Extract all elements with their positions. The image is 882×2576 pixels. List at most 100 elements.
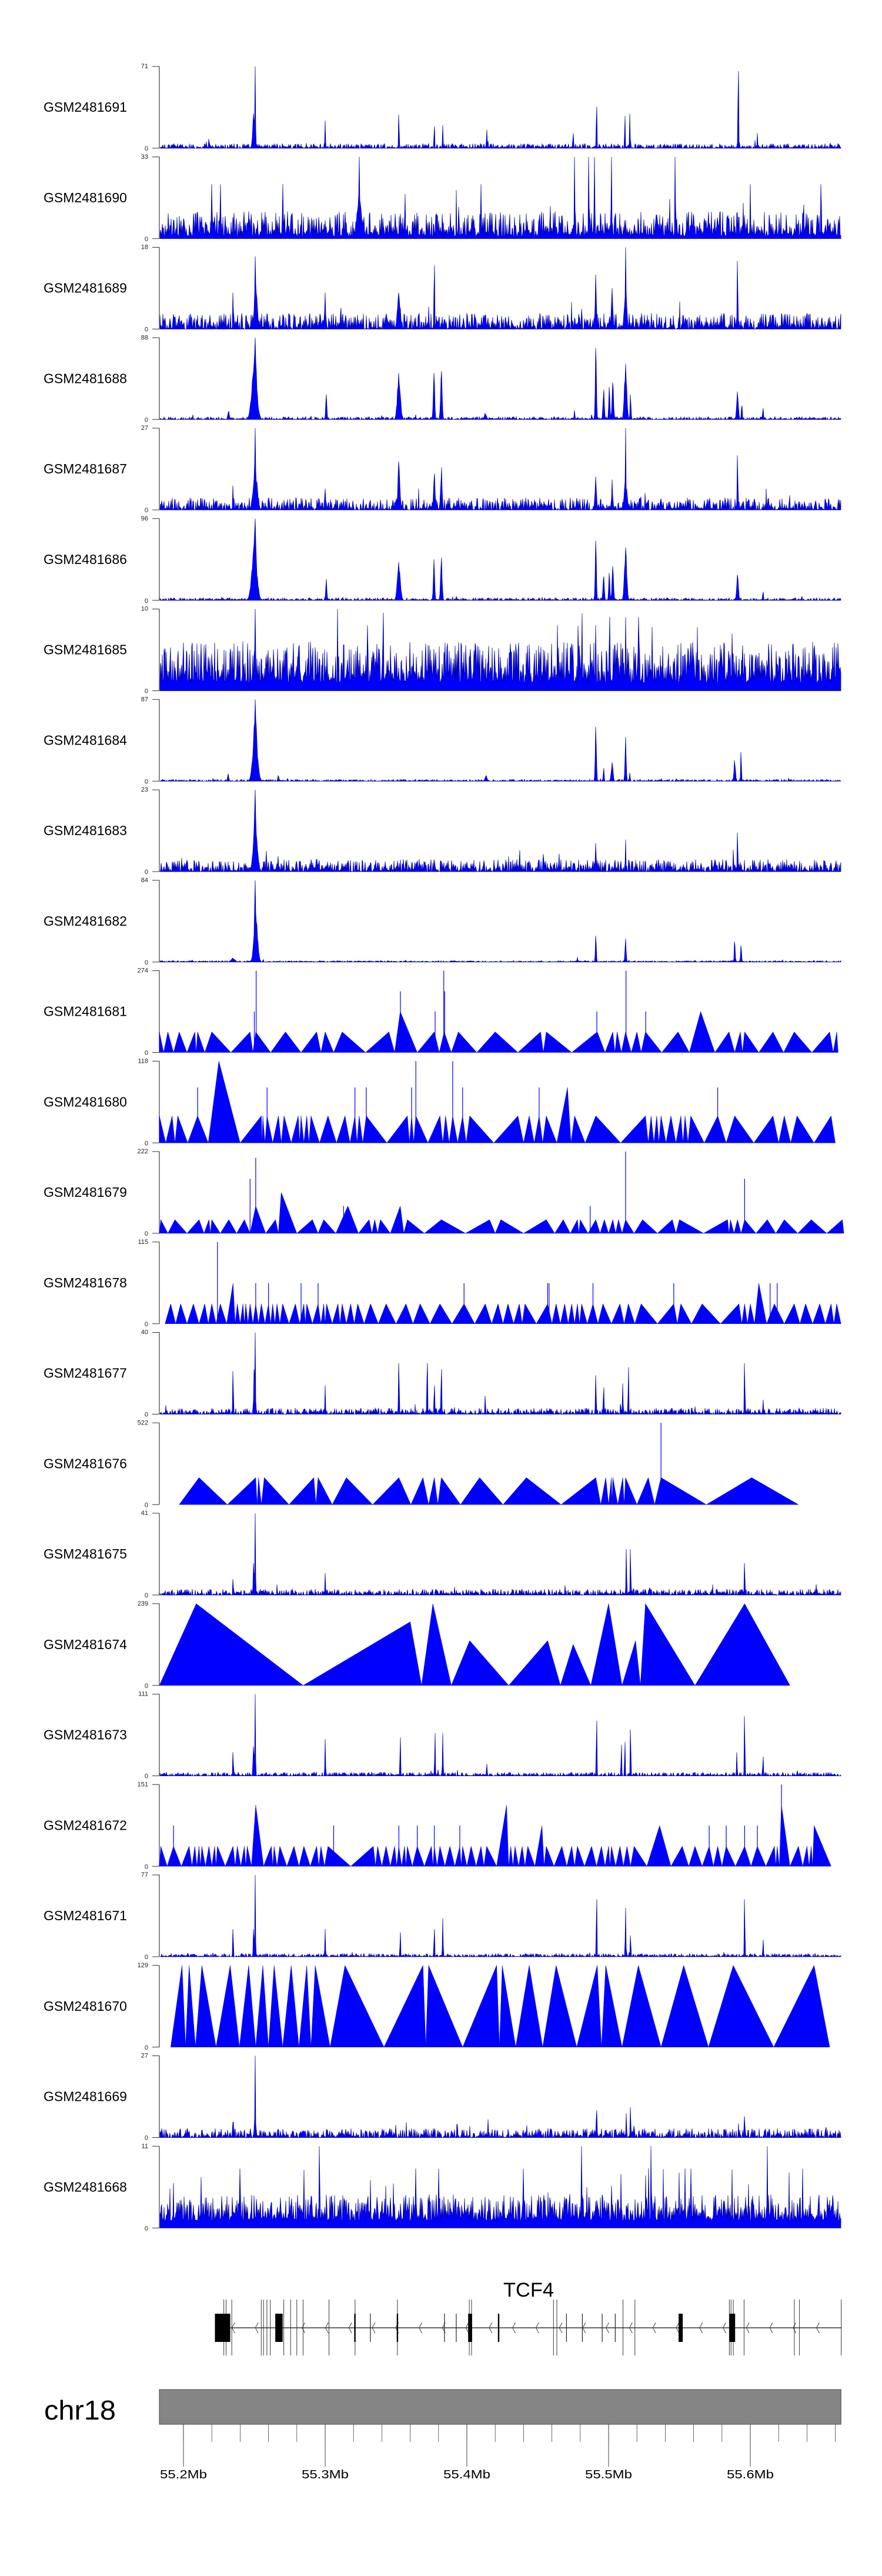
tick-label: 55.4Mb xyxy=(443,2468,490,2481)
y-min-label: 0 xyxy=(145,959,148,966)
exon-block xyxy=(396,2314,399,2342)
coverage-triangles xyxy=(159,1192,844,1234)
track-GSM2481681: GSM2481681 274 0 xyxy=(44,967,838,1057)
signal-area xyxy=(159,428,841,511)
y-max-label: 96 xyxy=(141,515,148,522)
y-min-label: 0 xyxy=(145,778,148,785)
coverage-triangles xyxy=(159,1805,831,1867)
gene-label: TCF4 xyxy=(503,2279,554,2301)
y-max-label: 111 xyxy=(138,1691,148,1698)
y-min-label: 0 xyxy=(145,1230,148,1237)
signal-area xyxy=(159,2056,841,2138)
y-max-label: 11 xyxy=(142,2143,148,2150)
y-max-label: 18 xyxy=(141,244,148,251)
genome-axis: 55.2Mb 55.3Mb 55.4Mb 55.5Mb 55.6Mb xyxy=(160,2424,836,2481)
y-min-label: 0 xyxy=(145,1592,148,1599)
y-max-label: 88 xyxy=(141,334,148,341)
y-max-label: 239 xyxy=(138,1600,148,1607)
strand-chevron-icon xyxy=(559,2322,563,2334)
chromosome-band xyxy=(159,2389,841,2425)
y-min-label: 0 xyxy=(145,1863,148,1870)
signal-area xyxy=(159,247,841,330)
track-label: GSM2481675 xyxy=(44,1546,127,1561)
strand-chevron-icon xyxy=(489,2322,493,2334)
exon-block xyxy=(275,2314,283,2342)
y-min-label: 0 xyxy=(145,1140,148,1147)
track-GSM2481671: GSM2481671 77 0 xyxy=(44,1871,841,1961)
y-max-label: 41 xyxy=(141,1510,148,1517)
y-min-label: 0 xyxy=(145,2135,148,2142)
strand-chevron-icon xyxy=(769,2322,773,2334)
track-label: GSM2481685 xyxy=(44,642,127,658)
track-GSM2481674: GSM2481674 239 0 xyxy=(44,1600,790,1690)
track-GSM2481675: GSM2481675 41 0 xyxy=(44,1510,841,1599)
signal-area xyxy=(159,338,841,421)
y-min-label: 0 xyxy=(145,1321,148,1328)
y-max-label: 129 xyxy=(138,1962,148,1969)
y-min-label: 0 xyxy=(145,1412,148,1419)
coverage-triangles xyxy=(159,1061,836,1144)
track-GSM2481684: GSM2481684 87 0 xyxy=(44,696,841,785)
y-max-label: 87 xyxy=(141,696,148,703)
y-max-label: 33 xyxy=(141,154,148,161)
track-GSM2481678: GSM2481678 115 0 xyxy=(44,1239,841,1328)
track-label: GSM2481670 xyxy=(44,1998,127,2014)
track-GSM2481687: GSM2481687 27 0 xyxy=(44,425,841,514)
strand-chevron-icon xyxy=(512,2322,516,2334)
signal-area xyxy=(159,609,841,691)
track-GSM2481691: GSM2481691 71 0 xyxy=(44,63,841,152)
strand-chevron-icon xyxy=(606,2322,610,2334)
strand-chevron-icon xyxy=(325,2322,329,2334)
exon-block xyxy=(354,2314,356,2342)
y-min-label: 0 xyxy=(145,507,148,514)
signal-area xyxy=(159,156,841,239)
track-label: GSM2481671 xyxy=(44,1908,127,1923)
strand-chevron-icon xyxy=(348,2322,352,2334)
y-max-label: 115 xyxy=(138,1239,148,1246)
signal-area xyxy=(159,789,841,873)
y-max-label: 274 xyxy=(138,967,148,975)
exon-block xyxy=(729,2314,736,2342)
y-max-label: 222 xyxy=(138,1148,148,1155)
y-min-label: 0 xyxy=(145,869,148,876)
track-GSM2481690: GSM2481690 33 0 xyxy=(44,154,841,243)
track-GSM2481685: GSM2481685 10 0 xyxy=(44,606,841,695)
track-GSM2481672: GSM2481672 151 0 xyxy=(44,1781,831,1870)
signal-area xyxy=(159,1874,841,1958)
track-label: GSM2481686 xyxy=(44,552,127,567)
track-GSM2481669: GSM2481669 27 0 xyxy=(44,2053,841,2142)
signal-area xyxy=(159,1694,841,1777)
strand-chevron-icon xyxy=(372,2322,376,2334)
strand-chevron-icon xyxy=(255,2322,259,2334)
exon-block xyxy=(215,2314,230,2342)
strand-chevron-icon xyxy=(816,2322,820,2334)
track-label: GSM2481689 xyxy=(44,281,127,296)
strand-chevron-icon xyxy=(418,2322,422,2334)
track-label: GSM2481669 xyxy=(44,2089,127,2104)
coverage-triangles xyxy=(159,1011,838,1053)
track-label: GSM2481680 xyxy=(44,1094,127,1109)
y-min-label: 0 xyxy=(145,1683,148,1690)
tick-label: 55.3Mb xyxy=(302,2468,349,2481)
signal-area xyxy=(159,880,841,963)
chromosome-label: chr18 xyxy=(44,2395,116,2425)
track-label: GSM2481682 xyxy=(44,913,127,929)
strand-chevron-icon xyxy=(535,2322,539,2334)
chromosome-ideogram: chr18 xyxy=(44,2389,841,2425)
signal-area xyxy=(159,2146,841,2228)
y-max-label: 27 xyxy=(141,425,148,432)
tick-label: 55.5Mb xyxy=(585,2468,632,2481)
track-GSM2481680: GSM2481680 118 0 xyxy=(44,1057,836,1147)
coverage-triangles xyxy=(171,1964,830,2048)
y-max-label: 10 xyxy=(141,606,148,613)
y-max-label: 84 xyxy=(141,877,148,884)
y-min-label: 0 xyxy=(145,1773,148,1780)
strand-chevron-icon xyxy=(746,2322,750,2334)
track-label: GSM2481679 xyxy=(44,1184,127,1200)
coverage-triangles xyxy=(165,1283,841,1324)
y-min-label: 0 xyxy=(145,1050,148,1057)
y-min-label: 0 xyxy=(145,1501,148,1509)
track-label: GSM2481683 xyxy=(44,823,127,838)
track-GSM2481673: GSM2481673 111 0 xyxy=(44,1691,841,1780)
